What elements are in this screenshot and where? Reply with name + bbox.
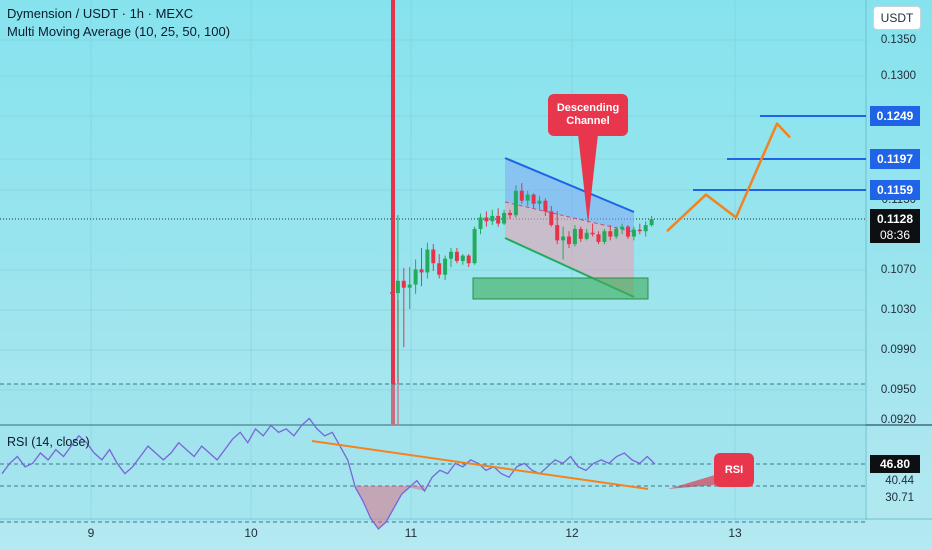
candle-body <box>502 212 507 224</box>
candle-body <box>401 280 406 288</box>
level-label-0-1197: 0.1197 <box>870 149 920 169</box>
candle-body <box>425 249 430 273</box>
candle-body <box>649 219 654 226</box>
callout-pointer <box>578 134 598 224</box>
demand-zone <box>472 277 649 300</box>
price-tick: 0.1030 <box>880 304 916 316</box>
channel-upper-zone <box>505 158 634 232</box>
candle-body <box>460 255 465 261</box>
candle-body <box>572 228 577 245</box>
candle-body <box>443 258 448 275</box>
candle-body <box>496 215 501 224</box>
price-tick: 0.1300 <box>880 70 916 82</box>
time-tick: 12 <box>565 526 579 540</box>
channel-mid-line <box>504 201 635 233</box>
spike-candle <box>391 0 399 425</box>
candle-body <box>567 236 571 245</box>
candle-body <box>478 217 483 229</box>
descending-channel-callout: Descending Channel <box>548 94 628 136</box>
candle-body <box>643 225 648 232</box>
price-tick: 0.1350 <box>880 34 916 46</box>
time-tick: 10 <box>244 526 258 540</box>
level-label-0-1249: 0.1249 <box>870 106 920 126</box>
price-tick: 0.0920 <box>880 414 916 426</box>
rsi-oversold-fill <box>355 486 425 529</box>
projection-line <box>666 122 791 233</box>
candle-body <box>631 229 636 237</box>
candle-body <box>395 280 400 294</box>
candle-body <box>596 234 601 242</box>
candle-body <box>437 263 442 275</box>
candle-body <box>407 284 412 288</box>
candle-body <box>549 211 554 226</box>
candle-body <box>543 200 548 212</box>
candle-body <box>537 200 542 204</box>
price-tick: 0.0990 <box>880 344 916 356</box>
spike-wick <box>391 0 395 425</box>
channel-lower-zone <box>505 202 634 297</box>
candle-body <box>390 292 394 294</box>
rsi-title: RSI (14, close) <box>7 435 90 449</box>
projection-path <box>666 122 791 233</box>
candle-body <box>484 217 489 222</box>
rsi-tick: 30.71 <box>885 492 914 504</box>
candle-body <box>614 228 619 237</box>
price-tick: 0.1070 <box>880 264 916 276</box>
candle-body <box>555 225 560 241</box>
indicator-label: Multi Moving Average (10, 25, 50, 100) <box>7 24 231 39</box>
time-tick: 11 <box>404 526 418 540</box>
time-tick: 13 <box>728 526 742 540</box>
candle-body <box>637 229 642 232</box>
channel-upper-line <box>504 157 635 213</box>
candle-body <box>578 228 583 239</box>
candle-body <box>508 212 512 216</box>
candle-body <box>472 228 477 264</box>
rsi-value-label: 46.80 <box>870 455 920 473</box>
candle-body <box>519 190 524 201</box>
candle-body <box>626 226 630 237</box>
candle-body <box>431 249 436 264</box>
candle-body <box>490 215 495 222</box>
candle-body <box>454 251 459 261</box>
candle-body <box>419 269 424 273</box>
candle-body <box>584 232 589 239</box>
candle-body <box>413 269 418 285</box>
candle-body <box>525 194 530 201</box>
candles <box>390 183 654 378</box>
rsi-trendline <box>311 440 649 490</box>
price-levels <box>693 115 866 191</box>
time-tick: 9 <box>87 526 95 540</box>
rsi-line <box>1 417 656 530</box>
rsi-tick: 40.44 <box>885 475 914 487</box>
level-label-0-1159: 0.1159 <box>870 180 920 200</box>
candle-body <box>602 231 607 242</box>
price-tick: 0.0950 <box>880 384 916 396</box>
chart-title: Dymension / USDT · 1h · MEXC <box>7 6 194 21</box>
candle-body <box>608 231 613 237</box>
rsi-callout: RSI <box>714 453 754 487</box>
last-price-label: 0.1128 <box>870 209 920 229</box>
candle-body <box>561 236 566 241</box>
candle-body <box>531 194 536 204</box>
candle-body <box>449 251 453 259</box>
candle-body <box>620 226 625 229</box>
countdown-label: 08:36 <box>870 227 920 243</box>
candle-body <box>513 190 518 216</box>
candle-body <box>590 232 595 235</box>
candle-body <box>466 255 471 264</box>
currency-button[interactable]: USDT <box>873 6 921 30</box>
